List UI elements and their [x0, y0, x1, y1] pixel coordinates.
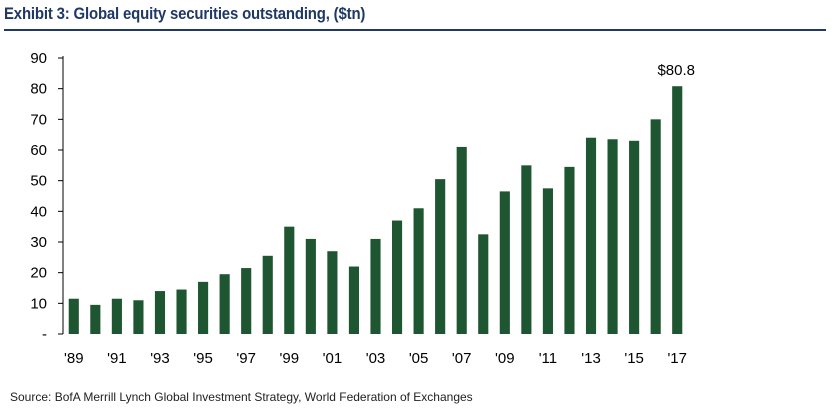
x-tick-label: '93 [150, 350, 170, 367]
bar [413, 208, 424, 334]
y-tick-label: 10 [30, 295, 47, 312]
x-tick-label: '97 [236, 350, 256, 367]
bar [219, 274, 230, 334]
y-tick-label: 30 [30, 234, 47, 251]
x-tick-label: '13 [581, 350, 601, 367]
x-tick-label: '95 [193, 350, 213, 367]
bar [111, 298, 122, 334]
y-tick-label: 90 [30, 50, 47, 67]
x-tick-label: '01 [323, 350, 343, 367]
x-tick-label: '11 [539, 350, 557, 367]
x-tick-label: '03 [366, 350, 386, 367]
data-label: $80.8 [657, 62, 695, 79]
x-tick-label: '05 [409, 350, 429, 367]
bar [327, 251, 338, 334]
y-tick-label: 20 [30, 265, 47, 282]
x-tick-label: '09 [495, 350, 515, 367]
bar [262, 255, 273, 334]
bar [585, 137, 597, 334]
y-tick-label: 80 [30, 81, 47, 98]
bar [542, 188, 553, 334]
y-tick-label: 40 [30, 203, 47, 220]
bar [650, 119, 661, 334]
x-tick-label: '17 [667, 350, 687, 367]
bar [435, 179, 446, 334]
bar [521, 165, 532, 334]
y-tick-label: 70 [30, 111, 47, 128]
bar [241, 268, 252, 334]
bar [391, 220, 403, 334]
x-tick-label: '15 [624, 350, 644, 367]
bar [176, 289, 187, 334]
bar [672, 86, 683, 334]
source-note: Source: BofA Merrill Lynch Global Invest… [10, 390, 473, 404]
title-underline [4, 29, 826, 31]
bar [154, 291, 166, 334]
y-tick-label: 50 [30, 173, 47, 190]
x-tick-label: '99 [280, 350, 300, 367]
bar [133, 300, 144, 334]
bar [348, 266, 360, 334]
bar [90, 304, 101, 334]
bar [478, 234, 489, 334]
bar [68, 298, 79, 334]
x-tick-label: '89 [64, 350, 84, 367]
bar [198, 281, 209, 334]
bar [370, 238, 381, 334]
bar [499, 191, 510, 334]
y-tick-label: - [42, 326, 47, 343]
bar [284, 226, 295, 334]
bar [607, 139, 618, 334]
bar-chart: - 10 20 30 40 50 60 70 80 90 '89 '91 '93 '95 '97 '99 '01… [30, 50, 695, 367]
x-tick-label: '07 [452, 350, 472, 367]
bar [305, 238, 316, 334]
bar [564, 166, 575, 334]
bar [629, 140, 640, 334]
y-tick-label: 60 [30, 142, 47, 159]
chart-title: Exhibit 3: Global equity securities outs… [4, 4, 366, 23]
bar [456, 146, 467, 334]
x-tick-label: '91 [107, 350, 127, 367]
